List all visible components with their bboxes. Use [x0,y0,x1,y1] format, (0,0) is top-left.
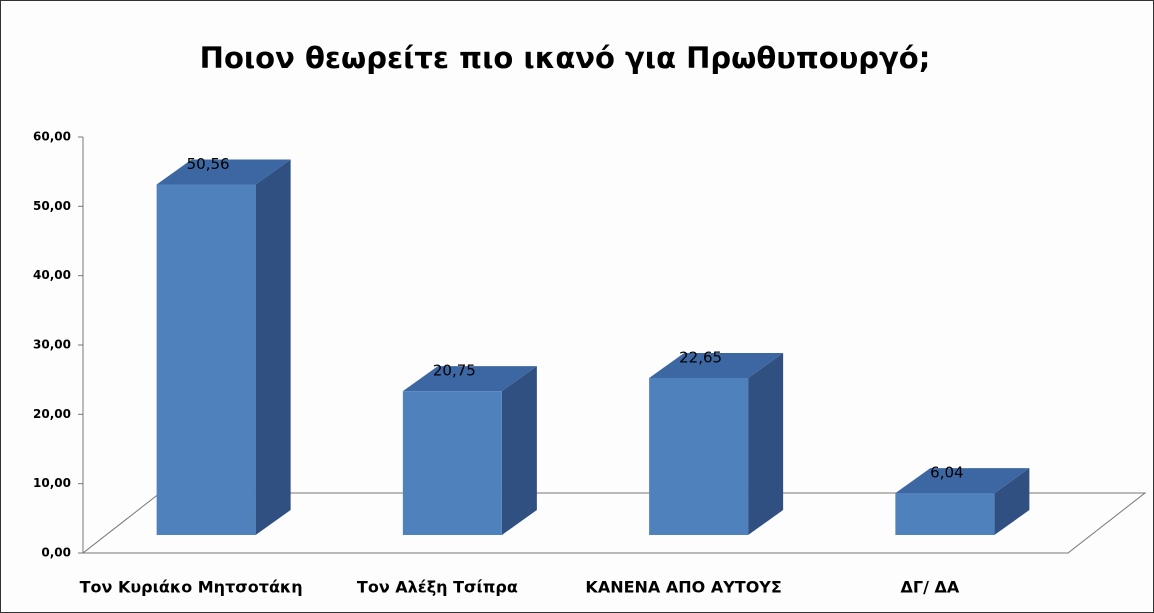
x-tick-label: Τον Κυριάκο Μητσοτάκη [80,578,303,597]
bar [649,352,784,535]
bar-top [895,468,1030,494]
y-tick-label: 50,00 [33,199,71,213]
y-tick-label: 0,00 [41,546,71,560]
bar-front [895,493,995,535]
chart-title: Ποιον θεωρείτε πιο ικανό για Πρωθυπουργό… [200,41,931,75]
bar-top [649,352,784,378]
bar-side [748,352,784,535]
value-label: 50,56 [187,155,230,173]
x-tick-label: ΔΓ/ ΔΑ [900,578,959,597]
value-label: 6,04 [930,464,963,482]
y-tick-label: 10,00 [33,476,71,490]
bar-side [994,468,1030,535]
y-tick-label: 60,00 [33,130,71,144]
value-label: 22,65 [679,348,722,366]
bar [156,159,291,535]
bar-front [156,184,256,535]
floor [81,492,1147,554]
bar-top [156,159,291,185]
bar-front [649,377,749,535]
y-tick-label: 20,00 [33,407,71,421]
y-tick-label: 30,00 [33,338,71,352]
x-tick-label: ΚΑΝΕΝΑ ΑΠΟ ΑΥΤΟΥΣ [585,578,781,597]
bar-side [255,159,291,535]
bar [895,468,1030,535]
bar-front [402,391,502,535]
value-label: 20,75 [433,362,476,380]
x-tick-label: Τον Αλέξη Τσίπρα [357,578,518,597]
bar-side [501,366,537,535]
bar [402,366,537,535]
y-tick-label: 40,00 [33,268,71,282]
bar-top [402,366,537,392]
